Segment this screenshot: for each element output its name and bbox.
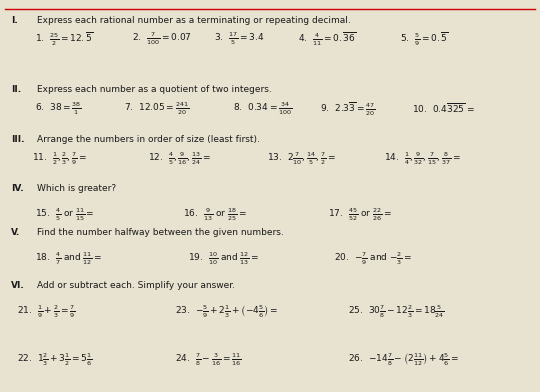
- Text: Find the number halfway between the given numbers.: Find the number halfway between the give…: [37, 227, 284, 236]
- Text: 21.  $\frac{1}{9} + \frac{2}{3} = \frac{7}{9}$: 21. $\frac{1}{9} + \frac{2}{3} = \frac{7…: [17, 303, 76, 320]
- Text: III.: III.: [11, 134, 24, 143]
- Text: 12.  $\frac{4}{5}, \frac{9}{16}, \frac{13}{24} =$: 12. $\frac{4}{5}, \frac{9}{16}, \frac{13…: [148, 151, 211, 167]
- Text: 16.  $\frac{9}{13}$ or $\frac{18}{25} =$: 16. $\frac{9}{13}$ or $\frac{18}{25} =$: [183, 206, 246, 223]
- Text: 7.  $12.05 = \frac{241}{20}$: 7. $12.05 = \frac{241}{20}$: [125, 101, 190, 117]
- Text: 13.  $2\frac{7}{10}, \frac{14}{5}, \frac{7}{2} =$: 13. $2\frac{7}{10}, \frac{14}{5}, \frac{…: [267, 151, 336, 167]
- Text: Express each number as a quotient of two integers.: Express each number as a quotient of two…: [37, 85, 272, 94]
- Text: Add or subtract each. Simplify your answer.: Add or subtract each. Simplify your answ…: [37, 281, 235, 290]
- Text: 11.  $\frac{1}{2}, \frac{2}{3}, \frac{7}{9} =$: 11. $\frac{1}{2}, \frac{2}{3}, \frac{7}{…: [32, 151, 87, 167]
- Text: 1.  $\frac{25}{2} = 12.\overline{5}$: 1. $\frac{25}{2} = 12.\overline{5}$: [35, 31, 93, 48]
- Text: IV.: IV.: [11, 185, 23, 194]
- Text: 6.  $38 = \frac{38}{1}$: 6. $38 = \frac{38}{1}$: [35, 101, 82, 117]
- Text: 5.  $\frac{5}{9} = 0.\overline{5}$: 5. $\frac{5}{9} = 0.\overline{5}$: [400, 31, 448, 48]
- Text: Which is greater?: Which is greater?: [37, 185, 116, 194]
- Text: Arrange the numbers in order of size (least first).: Arrange the numbers in order of size (le…: [37, 134, 260, 143]
- Text: V.: V.: [11, 227, 20, 236]
- Text: 18.  $\frac{4}{7}$ and $\frac{11}{12} =$: 18. $\frac{4}{7}$ and $\frac{11}{12} =$: [35, 250, 102, 267]
- Text: 22.  $1\frac{2}{3} + 3\frac{1}{2} = 5\frac{1}{6}$: 22. $1\frac{2}{3} + 3\frac{1}{2} = 5\fra…: [17, 352, 93, 368]
- Text: 19.  $\frac{10}{10}$ and $\frac{12}{13} =$: 19. $\frac{10}{10}$ and $\frac{12}{13} =…: [188, 250, 259, 267]
- Text: 2.  $\frac{7}{100} = 0.07$: 2. $\frac{7}{100} = 0.07$: [132, 31, 192, 47]
- Text: 20.  $-\frac{7}{9}$ and $-\frac{2}{3} =$: 20. $-\frac{7}{9}$ and $-\frac{2}{3} =$: [334, 250, 412, 267]
- Text: 3.  $\frac{17}{5} = 3.4$: 3. $\frac{17}{5} = 3.4$: [214, 31, 265, 47]
- Text: 23.  $-\frac{5}{9} + 2\frac{1}{3} + \left(-4\frac{5}{6}\right) =$: 23. $-\frac{5}{9} + 2\frac{1}{3} + \left…: [175, 303, 278, 320]
- Text: II.: II.: [11, 85, 21, 94]
- Text: 25.  $30\frac{7}{8} - 12\frac{2}{3} = 18\frac{5}{24}$: 25. $30\frac{7}{8} - 12\frac{2}{3} = 18\…: [348, 303, 445, 320]
- Text: 8.  $0.34 = \frac{34}{100}$: 8. $0.34 = \frac{34}{100}$: [233, 101, 292, 117]
- Text: 17.  $\frac{45}{52}$ or $\frac{22}{26} =$: 17. $\frac{45}{52}$ or $\frac{22}{26} =$: [328, 206, 392, 223]
- Text: I.: I.: [11, 16, 17, 25]
- Text: VI.: VI.: [11, 281, 24, 290]
- Text: 4.  $\frac{4}{11} = 0.\overline{36}$: 4. $\frac{4}{11} = 0.\overline{36}$: [298, 31, 356, 48]
- Text: 9.  $2.3\overline{3} = \frac{47}{20}$: 9. $2.3\overline{3} = \frac{47}{20}$: [320, 101, 376, 118]
- Text: 10.  $0.4\overline{325}$ =: 10. $0.4\overline{325}$ =: [412, 101, 475, 114]
- Text: 15.  $\frac{4}{5}$ or $\frac{11}{15} =$: 15. $\frac{4}{5}$ or $\frac{11}{15} =$: [35, 206, 94, 223]
- Text: 26.  $-14\frac{7}{8} - \left(2\frac{11}{12}\right) + 4\frac{5}{6} =$: 26. $-14\frac{7}{8} - \left(2\frac{11}{1…: [348, 352, 460, 368]
- Text: Express each rational number as a terminating or repeating decimal.: Express each rational number as a termin…: [37, 16, 351, 25]
- Text: 14.  $\frac{1}{4}, \frac{9}{32}, \frac{7}{15}, \frac{8}{37} =$: 14. $\frac{1}{4}, \frac{9}{32}, \frac{7}…: [384, 151, 461, 167]
- Text: 24.  $\frac{7}{8} - \frac{3}{16} = \frac{11}{16}$: 24. $\frac{7}{8} - \frac{3}{16} = \frac{…: [175, 352, 241, 368]
